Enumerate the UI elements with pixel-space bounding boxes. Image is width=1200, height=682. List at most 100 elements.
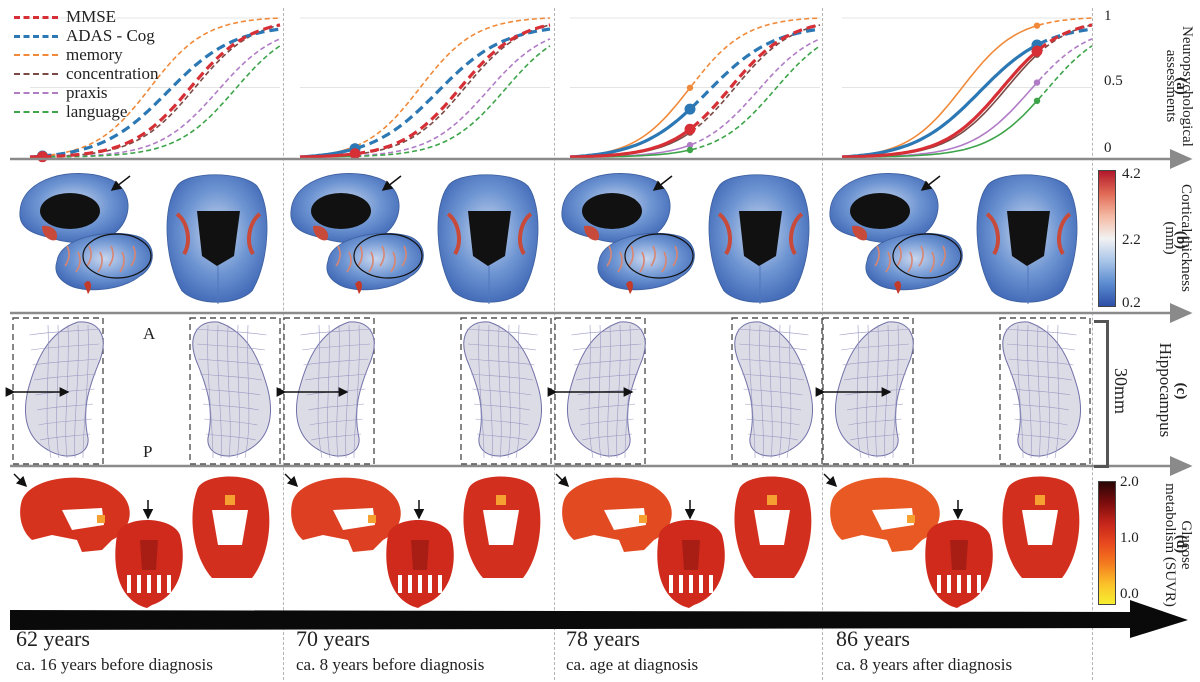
pet-panel-2 [284,473,541,608]
ventricle-gap [62,508,104,530]
mesh-line [1009,373,1073,381]
corpus-callosum [850,193,910,229]
sulcus-gap [418,575,422,593]
ventricle-gap [212,510,248,545]
curve-ADAS-predicted [355,27,551,150]
gyrus-line [97,251,103,273]
mesh-line [849,433,901,441]
mesh-line [607,324,611,459]
timeline-arrow [10,600,1188,638]
gyrus-line [885,251,891,273]
lateral-hemisphere [865,232,963,291]
legend-swatch [14,34,58,38]
sulcus-gap [669,575,673,593]
curve-memory-predicted [1038,17,1093,26]
hippocampus-shape [1002,321,1081,459]
mesh-line [304,373,368,381]
mesh-line [56,324,60,459]
mesh-line [747,433,799,441]
mesh-line [1046,324,1050,459]
hippocampus-surface [734,321,813,457]
mesh-line [244,324,250,459]
temporal-thin-region [175,212,190,256]
mesh-line [227,324,231,459]
curve-MMSE-predicted [356,23,551,156]
sulcus-gap [428,575,432,593]
mesh-line [892,324,899,459]
corpus-callosum [582,193,642,229]
curve-praxis-predicted [42,38,281,158]
mesh-line [843,373,907,381]
region-highlight-ellipse [624,233,694,279]
gyrus-line [75,251,81,273]
hippocampus-shape [567,321,646,459]
brainstem [739,211,782,266]
legend-swatch [14,15,58,19]
legend-item: memory [14,45,123,64]
mesh-line [578,403,636,411]
legend-swatch [14,54,58,56]
y-tick-0: 0 [1104,140,1112,156]
mesh-line [842,358,908,366]
brainstem [1007,211,1050,266]
mesh-line [769,324,773,459]
sulcus-gap [157,575,161,593]
brainstem [468,211,511,266]
lateral-hemisphere [55,232,153,291]
mesh-line [317,324,323,459]
mesh-line [353,324,360,459]
glucose-tick-max: 2.0 [1120,474,1139,490]
anterior-label: A [143,324,156,343]
thin-cortex-patch [894,281,901,294]
legend-swatch [14,73,58,75]
column-divider [1092,8,1093,680]
mesh-line [46,324,52,459]
gyrus-line [896,245,902,267]
mesh-line [1014,418,1068,426]
mesh-line [39,433,91,441]
current-value-marker [349,148,361,160]
curve-language-predicted [1038,45,1093,100]
mesh-line [467,343,537,351]
mesh-line [36,403,94,411]
current-value-marker [1033,22,1041,29]
brain-panel-1 [19,173,268,304]
mesh-line [759,324,764,459]
gyrus-line [672,245,678,267]
sulcus-gap [977,575,981,593]
gyrus-line [940,245,946,267]
current-value-marker [684,103,696,115]
gyrus-line [918,245,924,267]
thin-cortex-patch [313,225,329,241]
mesh-line [1015,433,1067,441]
mesh-line [778,324,782,459]
gyrus-line [119,251,125,273]
brainstem [197,211,240,266]
mesh-line [202,403,260,411]
curve-language-predicted [356,45,551,158]
mesh-line [327,324,331,459]
sulcus-gap [127,575,131,593]
current-value-marker [686,84,694,91]
age-label-3: 78 years [566,626,640,651]
sulcus-gap [438,575,442,593]
mesh-line [848,418,902,426]
hotspot [639,515,647,523]
hotspot [767,495,777,505]
mesh-line [303,358,369,366]
ventricle-gap [604,508,646,530]
hippocampus-shape [835,321,914,459]
glucose-tick-min: 0.0 [1120,586,1139,602]
hotspot [907,515,915,523]
mesh-line [1008,358,1074,366]
brain-panel-4 [829,173,1078,304]
hippocampus-surface [1002,321,1081,457]
mesh-line [65,324,69,459]
current-value-marker [684,123,696,135]
legend-label: language [66,102,128,121]
legend-label: MMSE [66,7,117,26]
temporal-thin-region [789,212,804,256]
hotspot [496,495,506,505]
glucose-colorbar [1098,481,1116,605]
